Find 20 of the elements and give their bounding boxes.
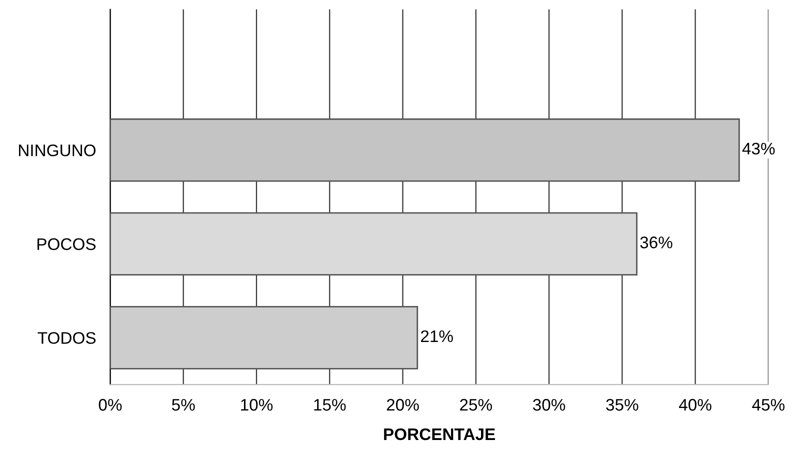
x-tick-label: 25% [460, 398, 492, 411]
data-label: 36% [640, 236, 672, 248]
bar [110, 306, 418, 370]
y-tick-label: NINGUNO [19, 144, 96, 156]
x-tick-label: 0% [98, 398, 122, 411]
bar [110, 212, 638, 276]
x-tick-label: 35% [606, 398, 638, 411]
x-tick-label: 40% [678, 398, 712, 411]
x-tick-label: 20% [386, 398, 419, 411]
x-tick-label: 45% [752, 398, 785, 411]
x-tick-label: 30% [532, 398, 566, 411]
x-axis-title: PORCENTAJE [384, 428, 496, 440]
y-tick-label: TODOS [38, 332, 96, 344]
data-label: 21% [421, 330, 453, 342]
x-tick-label: 15% [314, 398, 346, 411]
x-tick-label: 10% [241, 398, 273, 411]
bar [110, 118, 740, 182]
x-tick-label: 5% [172, 398, 195, 411]
data-label: 43% [742, 142, 775, 155]
y-tick-label: POCOS [38, 238, 96, 250]
